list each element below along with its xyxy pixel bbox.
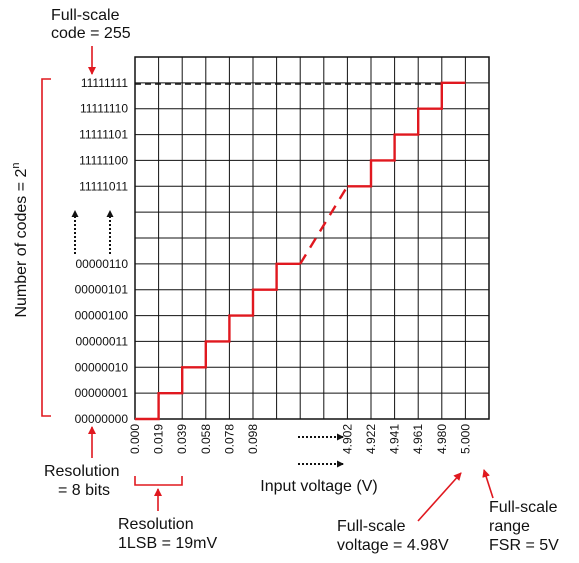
- full-scale-range-annotation: Full-scale range FSR = 5V: [489, 499, 562, 554]
- x-tick-labels: 0.000 0.019 0.039 0.058 0.078 0.098 4.902 4.922…: [128, 424, 472, 454]
- y-axis-label: Number of codes = 2n: [10, 162, 30, 317]
- full-scale-voltage-annotation: Full-scale voltage = 4.98V: [337, 518, 449, 554]
- x-tick-label: 5.000: [458, 424, 472, 454]
- x-tick-label: 4.941: [388, 424, 402, 454]
- y-code-label: 00000101: [75, 283, 129, 297]
- x-tick-label: 0.078: [222, 424, 236, 454]
- staircase-high-steps: [347, 81, 466, 188]
- plot-frame: [134, 56, 490, 420]
- staircase-gap-dashed: [299, 185, 349, 265]
- codes-bracket: [41, 78, 51, 417]
- x-tick-label: 0.058: [199, 424, 213, 454]
- x-tick-label: 0.039: [175, 424, 189, 454]
- staircase-low-steps: [135, 262, 301, 421]
- full-scale-code-annotation: Full-scale code = 255: [51, 7, 131, 42]
- y-code-label: 00000000: [75, 412, 129, 426]
- full-scale-range-arrow: [482, 469, 494, 499]
- y-code-labels: 00000000 00000001 00000010 00000011 00000100…: [75, 76, 129, 426]
- x-tick-label: 4.980: [435, 424, 449, 454]
- y-code-label: 11111100: [79, 153, 128, 167]
- y-code-label: 11111111: [81, 76, 128, 90]
- y-code-label: 11111101: [79, 128, 128, 142]
- x-tick-label: 0.098: [246, 424, 260, 454]
- resolution-bits-annotation: Resolution = 8 bits: [44, 463, 124, 499]
- full-scale-voltage-arrow: [417, 472, 462, 522]
- x-tick-label: 4.961: [411, 424, 425, 454]
- x-tick-label: 4.922: [364, 424, 378, 454]
- y-code-label: 11111011: [79, 179, 128, 193]
- x-tick-label: 4.902: [340, 424, 354, 454]
- resolution-lsb-annotation: Resolution 1LSB = 19mV: [118, 516, 218, 552]
- plot-grid: [135, 57, 489, 419]
- y-code-label: 00000110: [76, 257, 129, 271]
- y-code-label: 11111110: [80, 102, 128, 116]
- y-code-label: 00000001: [75, 386, 129, 400]
- x-axis-label: Input voltage (V): [260, 478, 377, 495]
- x-tick-label: 0.019: [152, 424, 166, 454]
- y-code-label: 00000011: [76, 334, 129, 348]
- y-code-label: 00000100: [75, 309, 129, 323]
- x-tick-label: 0.000: [128, 424, 142, 454]
- lsb-bracket: [134, 476, 183, 486]
- staircase-series: [135, 81, 466, 421]
- y-code-label: 00000010: [75, 360, 129, 374]
